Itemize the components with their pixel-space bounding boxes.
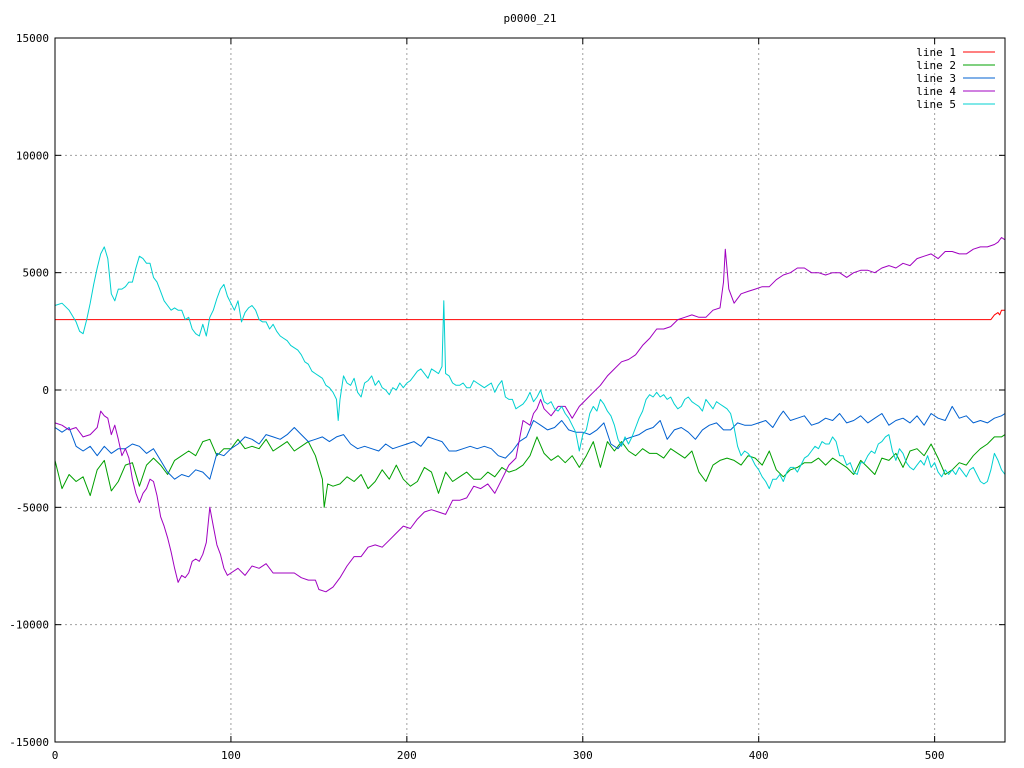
- y-tick-label: 5000: [23, 267, 50, 280]
- x-tick-label: 300: [573, 749, 593, 762]
- legend-label: line 1: [916, 46, 956, 59]
- y-tick-label: -5000: [16, 501, 49, 514]
- x-tick-label: 400: [749, 749, 769, 762]
- series-line-1: [55, 309, 1005, 321]
- x-tick-label: 100: [221, 749, 241, 762]
- legend-label: line 3: [916, 72, 956, 85]
- y-tick-label: 15000: [16, 32, 49, 45]
- grid: [55, 38, 1005, 742]
- axis-ticks: [54, 37, 1005, 743]
- y-tick-label: 10000: [16, 149, 49, 162]
- x-tick-label: 200: [397, 749, 417, 762]
- legend-label: line 5: [916, 98, 956, 111]
- y-tick-label: -10000: [9, 619, 49, 632]
- series-line-3: [54, 405, 1006, 480]
- x-tick-label: 500: [925, 749, 945, 762]
- series-line-5: [54, 246, 1006, 490]
- y-tick-label: 0: [42, 384, 49, 397]
- y-tick-label: -15000: [9, 736, 49, 749]
- legend-label: line 4: [916, 85, 956, 98]
- chart-title: p0000_21: [504, 12, 557, 25]
- legend-label: line 2: [916, 59, 956, 72]
- tick-labels: 0 100 200 300 400 500 -15000 -10000 -5000 0 5000 10…: [9, 32, 944, 762]
- series-group: [54, 237, 1006, 593]
- series-line-4: [54, 237, 1006, 593]
- series-line-2: [54, 434, 1006, 508]
- x-tick-label: 0: [52, 749, 59, 762]
